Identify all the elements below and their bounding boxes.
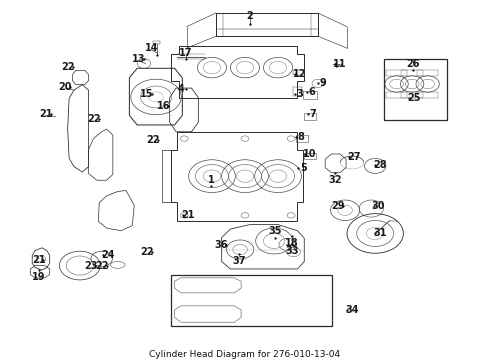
Text: 37: 37 — [232, 256, 246, 266]
Text: 11: 11 — [333, 59, 346, 68]
Text: 22: 22 — [95, 261, 108, 271]
Text: 21: 21 — [181, 210, 195, 220]
Bar — [384, 59, 447, 120]
Text: 13: 13 — [132, 54, 146, 64]
Text: Cylinder Head Diagram for 276-010-13-04: Cylinder Head Diagram for 276-010-13-04 — [149, 350, 341, 359]
Text: 22: 22 — [140, 247, 153, 257]
Text: 32: 32 — [329, 175, 342, 185]
Text: 14: 14 — [145, 43, 158, 53]
Bar — [401, 91, 423, 98]
Text: 36: 36 — [214, 240, 227, 250]
Bar — [293, 87, 302, 96]
Bar — [296, 135, 308, 142]
Text: 18: 18 — [285, 238, 298, 248]
Text: 12: 12 — [293, 69, 306, 79]
Text: 23: 23 — [84, 261, 97, 271]
Text: 4: 4 — [177, 84, 184, 94]
Text: 15: 15 — [140, 89, 153, 99]
Text: 33: 33 — [285, 246, 298, 256]
Text: 21: 21 — [32, 255, 45, 265]
Text: 21: 21 — [39, 109, 52, 119]
Bar — [386, 91, 407, 98]
Text: 29: 29 — [332, 201, 345, 211]
Bar — [293, 70, 303, 75]
Text: 10: 10 — [303, 149, 317, 159]
Bar — [304, 153, 317, 159]
Text: 22: 22 — [146, 135, 159, 145]
Bar — [303, 91, 317, 99]
Text: 27: 27 — [347, 152, 361, 162]
Text: 20: 20 — [58, 82, 72, 92]
Text: 26: 26 — [406, 59, 419, 68]
Text: 5: 5 — [300, 163, 307, 172]
Text: 24: 24 — [101, 249, 115, 260]
Bar — [417, 70, 439, 76]
Text: 25: 25 — [407, 93, 421, 103]
Text: 28: 28 — [373, 160, 387, 170]
Text: 16: 16 — [157, 101, 170, 111]
Text: 35: 35 — [269, 226, 282, 236]
Bar — [401, 70, 423, 76]
Text: 2: 2 — [246, 11, 253, 21]
Text: 17: 17 — [179, 48, 193, 58]
Text: 22: 22 — [61, 62, 75, 72]
Text: 34: 34 — [345, 305, 359, 315]
Text: 6: 6 — [309, 86, 316, 96]
Text: 30: 30 — [372, 201, 385, 211]
Bar — [216, 13, 318, 36]
Text: 19: 19 — [32, 272, 45, 282]
Bar — [386, 70, 407, 76]
Text: 7: 7 — [310, 109, 317, 119]
Bar — [304, 113, 317, 120]
Text: 3: 3 — [296, 89, 303, 99]
Text: 31: 31 — [373, 229, 387, 238]
Text: 1: 1 — [208, 175, 214, 185]
Text: 22: 22 — [88, 114, 101, 124]
Bar — [171, 275, 332, 326]
Text: 8: 8 — [297, 131, 304, 141]
Text: 9: 9 — [319, 78, 326, 88]
Bar — [153, 41, 160, 44]
Bar — [417, 91, 439, 98]
